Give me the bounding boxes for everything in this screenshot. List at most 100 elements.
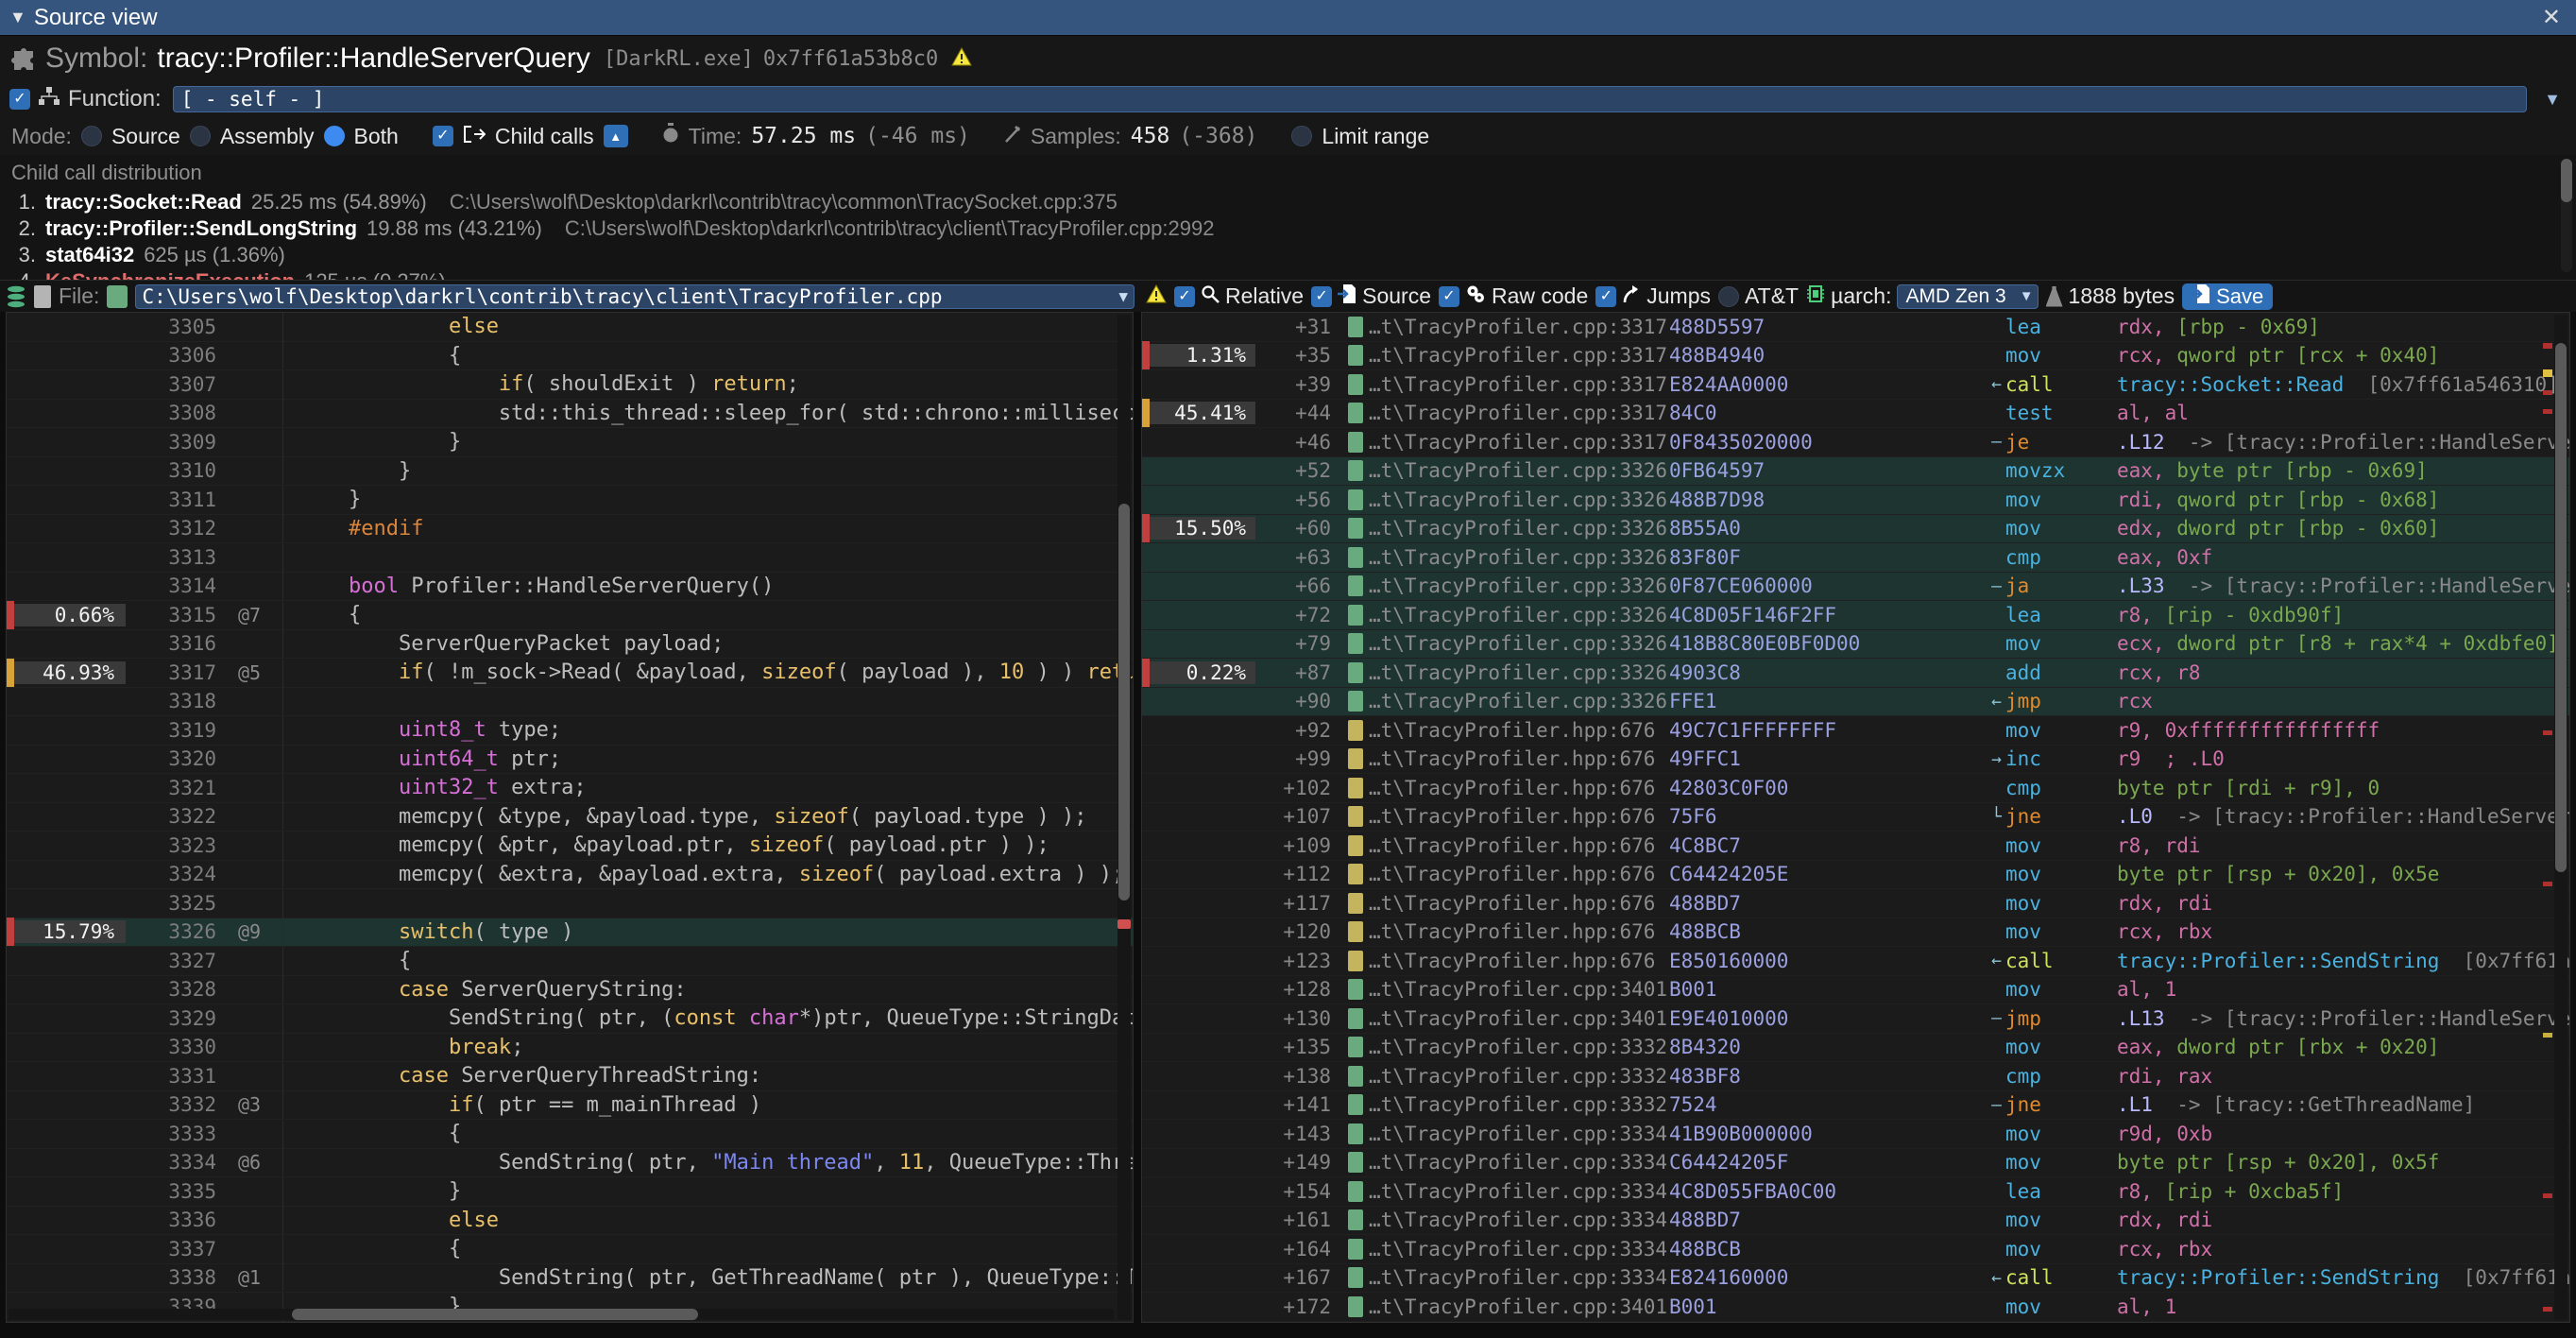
assembly-source-location[interactable]: …t\TracyProfiler.cpp:3401 xyxy=(1369,978,1668,1002)
function-input[interactable]: [ - self - ] xyxy=(172,86,2528,112)
chevron-down-icon[interactable]: ▼ xyxy=(2019,288,2034,304)
uarch-select[interactable]: AMD Zen 3 ▼ xyxy=(1897,283,2039,309)
assembly-source-location[interactable]: …t\TracyProfiler.cpp:3326 xyxy=(1369,459,1668,483)
source-line-row[interactable]: 3329 SendString( ptr, (const char*)ptr, … xyxy=(7,1004,1133,1034)
assembly-source-location[interactable]: …t\TracyProfiler.hpp:676 xyxy=(1369,949,1656,972)
assembly-line-row[interactable]: +167 …t\TracyProfiler.cpp:3334 E824160000 ←… xyxy=(1142,1264,2569,1293)
assembly-line-row[interactable]: +164 …t\TracyProfiler.cpp:3334 488BCB mov rc… xyxy=(1142,1235,2569,1264)
source-horizontal-scrollbar[interactable] xyxy=(9,1309,1114,1320)
assembly-source-location[interactable]: …t\TracyProfiler.cpp:3317 xyxy=(1369,430,1668,454)
triangle-up-icon[interactable]: ▲ xyxy=(603,125,628,147)
assembly-source-location[interactable]: …t\TracyProfiler.hpp:676 xyxy=(1369,920,1656,944)
toggle-relative[interactable]: ✓ Relative xyxy=(1174,283,1304,309)
scroll-thumb[interactable] xyxy=(2561,159,2572,202)
assembly-line-row[interactable]: 45.41% +44 …t\TracyProfiler.cpp:3317 84C0 te… xyxy=(1142,399,2569,428)
source-line-row[interactable]: 3310 } xyxy=(7,456,1133,486)
assembly-line-row[interactable]: +31 …t\TracyProfiler.cpp:3317 488D5597 lea r… xyxy=(1142,313,2569,342)
assembly-line-row[interactable]: +161 …t\TracyProfiler.cpp:3334 488BD7 mov rd… xyxy=(1142,1207,2569,1235)
assembly-source-location[interactable]: …t\TracyProfiler.cpp:3326 xyxy=(1369,660,1668,684)
raw-code-checkbox[interactable]: ✓ xyxy=(1438,285,1459,307)
assembly-source-location[interactable]: …t\TracyProfiler.hpp:676 xyxy=(1369,833,1656,857)
scroll-thumb[interactable] xyxy=(1118,504,1130,901)
child-distribution-scrollbar[interactable] xyxy=(2561,159,2572,272)
assembly-line-row[interactable]: +138 …t\TracyProfiler.cpp:3332 483BF8 cmp rd… xyxy=(1142,1062,2569,1091)
assembly-line-row[interactable]: +117 …t\TracyProfiler.hpp:676 488BD7 mov rdx… xyxy=(1142,889,2569,918)
relative-checkbox[interactable]: ✓ xyxy=(1174,285,1195,307)
file-path-input[interactable]: C:\Users\wolf\Desktop\darkrl\contrib\tra… xyxy=(135,283,1134,309)
assembly-line-row[interactable]: 15.50% +60 …t\TracyProfiler.cpp:3326 8B55A0… xyxy=(1142,514,2569,543)
source-line-row[interactable]: 15.79% 3326 @9 switch( type ) xyxy=(7,918,1133,947)
assembly-line-row[interactable]: +39 …t\TracyProfiler.cpp:3317 E824AA0000 ← c… xyxy=(1142,370,2569,400)
source-line-row[interactable]: 3311 } xyxy=(7,485,1133,515)
source-line-row[interactable]: 3319 uint8_t type; xyxy=(7,715,1133,746)
source-line-row[interactable]: 3340 break; xyxy=(7,1321,1133,1322)
assembly-source-location[interactable]: …t\TracyProfiler.cpp:3401 xyxy=(1369,1006,1668,1030)
assembly-source-location[interactable]: …t\TracyProfiler.cpp:3334 xyxy=(1369,1266,1668,1290)
source-line-row[interactable]: 3333 { xyxy=(7,1119,1133,1149)
assembly-line-row[interactable]: +112 …t\TracyProfiler.hpp:676 C64424205E mo… xyxy=(1142,861,2569,889)
source-line-row[interactable]: 3305 else xyxy=(7,313,1133,342)
toggle-jumps[interactable]: ✓ Jumps xyxy=(1595,283,1711,310)
child-call-row[interactable]: 2. tracy::Profiler::SendLongString 19.88 m… xyxy=(0,215,2576,242)
source-line-row[interactable]: 3330 break; xyxy=(7,1033,1133,1062)
source-line-row[interactable]: 3307 if( shouldExit ) return; xyxy=(7,369,1133,400)
assembly-source-location[interactable]: …t\TracyProfiler.cpp:3326 xyxy=(1369,545,1668,569)
assembly-source-location[interactable]: …t\TracyProfiler.hpp:676 xyxy=(1369,863,1656,886)
source-line-row[interactable]: 3332 @3 if( ptr == m_mainThread ) xyxy=(7,1090,1133,1120)
assembly-line-row[interactable]: +107 …t\TracyProfiler.hpp:676 75F6 └ jne .L0 … xyxy=(1142,803,2569,832)
assembly-source-location[interactable]: …t\TracyProfiler.cpp:3334 xyxy=(1369,1237,1668,1261)
source-line-row[interactable]: 3324 memcpy( &extra, &payload.extra, siz… xyxy=(7,860,1133,889)
assembly-source-location[interactable]: …t\TracyProfiler.cpp:3332 xyxy=(1369,1064,1668,1088)
source-line-row[interactable]: 3308 std::this_thread::sleep_for( std::c… xyxy=(7,399,1133,428)
assembly-line-row[interactable]: 1.31% +35 …t\TracyProfiler.cpp:3317 488B494… xyxy=(1142,341,2569,370)
assembly-source-location[interactable]: …t\TracyProfiler.hpp:676 xyxy=(1369,805,1656,829)
assembly-source-location[interactable]: …t\TracyProfiler.hpp:676 xyxy=(1369,776,1656,799)
assembly-line-row[interactable]: +79 …t\TracyProfiler.cpp:3326 418B8C80E0BF… xyxy=(1142,629,2569,659)
source-line-row[interactable]: 0.66% 3315 @7 { xyxy=(7,600,1133,630)
assembly-line-row[interactable]: 0.22% +87 …t\TracyProfiler.cpp:3326 4903C8 a… xyxy=(1142,658,2569,688)
source-checkbox[interactable]: ✓ xyxy=(1311,285,1333,307)
assembly-line-row[interactable]: +149 …t\TracyProfiler.cpp:3334 C64424205F m… xyxy=(1142,1149,2569,1177)
source-line-row[interactable]: 3318 xyxy=(7,687,1133,716)
assembly-source-location[interactable]: …t\TracyProfiler.cpp:3334 xyxy=(1369,1209,1668,1232)
source-line-row[interactable]: 3313 xyxy=(7,542,1133,573)
scroll-thumb[interactable] xyxy=(2555,343,2567,872)
assembly-line-row[interactable]: +123 …t\TracyProfiler.hpp:676 E850160000 ← c… xyxy=(1142,947,2569,976)
source-line-row[interactable]: 3309 } xyxy=(7,427,1133,457)
toggle-source[interactable]: ✓ Source xyxy=(1311,283,1431,310)
source-line-row[interactable]: 3314 bool Profiler::HandleServerQuery() xyxy=(7,572,1133,601)
source-vertical-scrollbar[interactable] xyxy=(1117,315,1131,1320)
radio-source[interactable] xyxy=(80,126,102,146)
assembly-line-row[interactable]: +52 …t\TracyProfiler.cpp:3326 0FB64597 movz… xyxy=(1142,456,2569,486)
source-line-row[interactable]: 3325 xyxy=(7,888,1133,918)
radio-assembly[interactable] xyxy=(189,126,211,146)
assembly-line-row[interactable]: +128 …t\TracyProfiler.cpp:3401 B001 mov al, … xyxy=(1142,976,2569,1004)
assembly-line-row[interactable]: +72 …t\TracyProfiler.cpp:3326 4C8D05F146F2… xyxy=(1142,601,2569,630)
source-line-row[interactable]: 3335 } xyxy=(7,1176,1133,1207)
assembly-source-location[interactable]: …t\TracyProfiler.cpp:3401 xyxy=(1369,1295,1668,1318)
assembly-source-location[interactable]: …t\TracyProfiler.cpp:3326 xyxy=(1369,632,1668,656)
source-line-row[interactable]: 3320 uint64_t ptr; xyxy=(7,745,1133,774)
source-line-row[interactable]: 46.93% 3317 @5 if( !m_sock->Read( &payload… xyxy=(7,658,1133,688)
jumps-checkbox[interactable]: ✓ xyxy=(1595,285,1617,307)
assembly-line-row[interactable]: +99 …t\TracyProfiler.hpp:676 49FFC1 → inc r9 … xyxy=(1142,746,2569,774)
source-line-row[interactable]: 3322 memcpy( &type, &payload.type, sizeo… xyxy=(7,802,1133,832)
source-line-row[interactable]: 3331 case ServerQueryThreadString: xyxy=(7,1061,1133,1091)
assembly-source-location[interactable]: …t\TracyProfiler.cpp:3334 xyxy=(1369,1179,1668,1203)
assembly-source-location[interactable]: …t\TracyProfiler.cpp:3334 xyxy=(1369,1122,1668,1145)
assembly-source-location[interactable]: …t\TracyProfiler.cpp:3334 xyxy=(1369,1151,1668,1175)
child-call-row[interactable]: 1. tracy::Socket::Read 25.25 ms (54.89%) C:… xyxy=(0,189,2576,215)
assembly-line-row[interactable]: +109 …t\TracyProfiler.hpp:676 4C8BC7 mov r8,… xyxy=(1142,832,2569,861)
source-line-row[interactable]: 3321 uint32_t extra; xyxy=(7,773,1133,803)
assembly-source-location[interactable]: …t\TracyProfiler.cpp:3326 xyxy=(1369,488,1668,511)
assembly-source-location[interactable]: …t\TracyProfiler.cpp:3332 xyxy=(1369,1036,1668,1059)
assembly-line-row[interactable]: +66 …t\TracyProfiler.cpp:3326 0F87CE060000… xyxy=(1142,572,2569,601)
assembly-source-location[interactable]: …t\TracyProfiler.cpp:3317 xyxy=(1369,315,1668,338)
assembly-line-row[interactable]: +63 …t\TracyProfiler.cpp:3326 83F80F cmp eax… xyxy=(1142,543,2569,573)
assembly-line-row[interactable]: +46 …t\TracyProfiler.cpp:3317 0F8435020000… xyxy=(1142,428,2569,457)
assembly-line-row[interactable]: +141 …t\TracyProfiler.cpp:3332 7524 — jne .L1… xyxy=(1142,1091,2569,1120)
assembly-vertical-scrollbar[interactable] xyxy=(2554,315,2567,1320)
source-line-row[interactable]: 3323 memcpy( &ptr, &payload.ptr, sizeof(… xyxy=(7,831,1133,861)
source-line-row[interactable]: 3334 @6 SendString( ptr, "Main thread", 1… xyxy=(7,1148,1133,1177)
assembly-source-location[interactable]: …t\TracyProfiler.cpp:3317 xyxy=(1369,402,1668,425)
